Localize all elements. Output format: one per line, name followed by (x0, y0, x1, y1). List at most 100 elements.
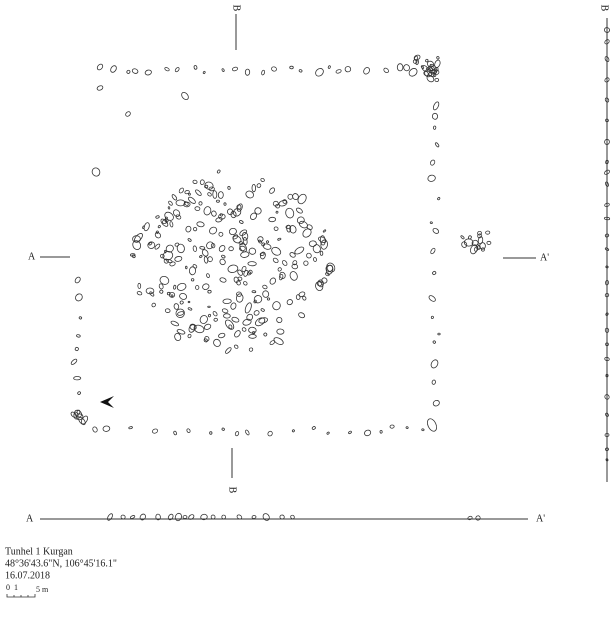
stone (165, 244, 174, 253)
stone (405, 426, 409, 429)
stone (147, 241, 156, 249)
stone (335, 69, 342, 74)
stone (176, 282, 187, 291)
stone (282, 199, 287, 204)
stone (209, 431, 213, 435)
stone (425, 67, 431, 72)
stone (243, 270, 249, 277)
stone (260, 308, 265, 312)
stone (198, 201, 203, 206)
stone (257, 236, 264, 242)
stone (187, 192, 191, 196)
stone (272, 200, 279, 207)
stone (389, 424, 395, 429)
stone (298, 312, 306, 319)
stone (467, 515, 473, 521)
stone (474, 246, 479, 252)
stone (485, 230, 491, 235)
stone (164, 216, 168, 220)
stone (132, 240, 142, 250)
stone (136, 291, 143, 296)
stone (204, 184, 209, 189)
label-b-right: B (599, 5, 610, 12)
stone (245, 429, 250, 436)
stone (278, 273, 284, 281)
stone (432, 340, 436, 344)
stone (154, 243, 161, 250)
stone (219, 277, 227, 283)
stone (286, 299, 293, 306)
caption-date: 16.07.2018 (5, 570, 50, 581)
stone (277, 267, 282, 272)
stone (302, 295, 307, 301)
stone (169, 261, 176, 267)
stone (170, 294, 174, 298)
stone (326, 262, 336, 273)
stone (207, 256, 213, 263)
stone (427, 174, 436, 182)
stone (157, 224, 161, 229)
stone (241, 327, 247, 332)
stone (275, 203, 281, 209)
stone (315, 281, 324, 292)
stone (285, 207, 295, 219)
stone (379, 430, 383, 434)
stone (208, 186, 215, 192)
stone (149, 291, 155, 297)
stone (196, 221, 205, 228)
stone (253, 299, 257, 304)
stone (275, 210, 279, 214)
stone (236, 280, 241, 286)
stone (426, 74, 435, 83)
stone (477, 233, 483, 239)
stone (183, 201, 189, 206)
stone (218, 332, 226, 339)
stone (212, 311, 218, 317)
stone (213, 317, 218, 322)
stone (289, 225, 297, 234)
stone (432, 399, 440, 407)
stone (414, 55, 418, 61)
stone (218, 213, 226, 220)
stone (248, 334, 257, 339)
stone (159, 275, 170, 285)
stone (203, 323, 212, 330)
stone (168, 200, 173, 206)
stone (216, 169, 221, 174)
stone (174, 256, 183, 262)
stone (344, 66, 352, 73)
stone (215, 199, 220, 203)
stone (430, 359, 439, 369)
caption-coordinates: 48°36'43.6"N, 106°45'16.1" (5, 558, 117, 569)
stone (204, 181, 214, 190)
stone (186, 428, 191, 433)
stone (292, 260, 298, 266)
stone (461, 241, 468, 248)
stone (169, 221, 174, 228)
stone (210, 514, 216, 520)
stone (160, 253, 165, 259)
stone (193, 324, 205, 334)
stone (174, 332, 182, 342)
stone (253, 310, 260, 316)
stone (70, 358, 78, 365)
stone (73, 411, 79, 420)
stone (164, 67, 170, 72)
stone (221, 308, 229, 314)
stone (248, 326, 257, 334)
stone (199, 255, 203, 258)
stone (245, 190, 254, 199)
stone (76, 334, 81, 338)
stone (428, 295, 436, 302)
stone (604, 56, 610, 63)
stone (437, 332, 441, 336)
stone (604, 39, 610, 45)
stone (486, 240, 492, 245)
stone (463, 238, 474, 247)
stone (130, 515, 136, 519)
stone (218, 245, 226, 252)
stone (199, 179, 205, 185)
stone (244, 302, 252, 314)
stone (318, 236, 327, 243)
stone (175, 214, 182, 220)
